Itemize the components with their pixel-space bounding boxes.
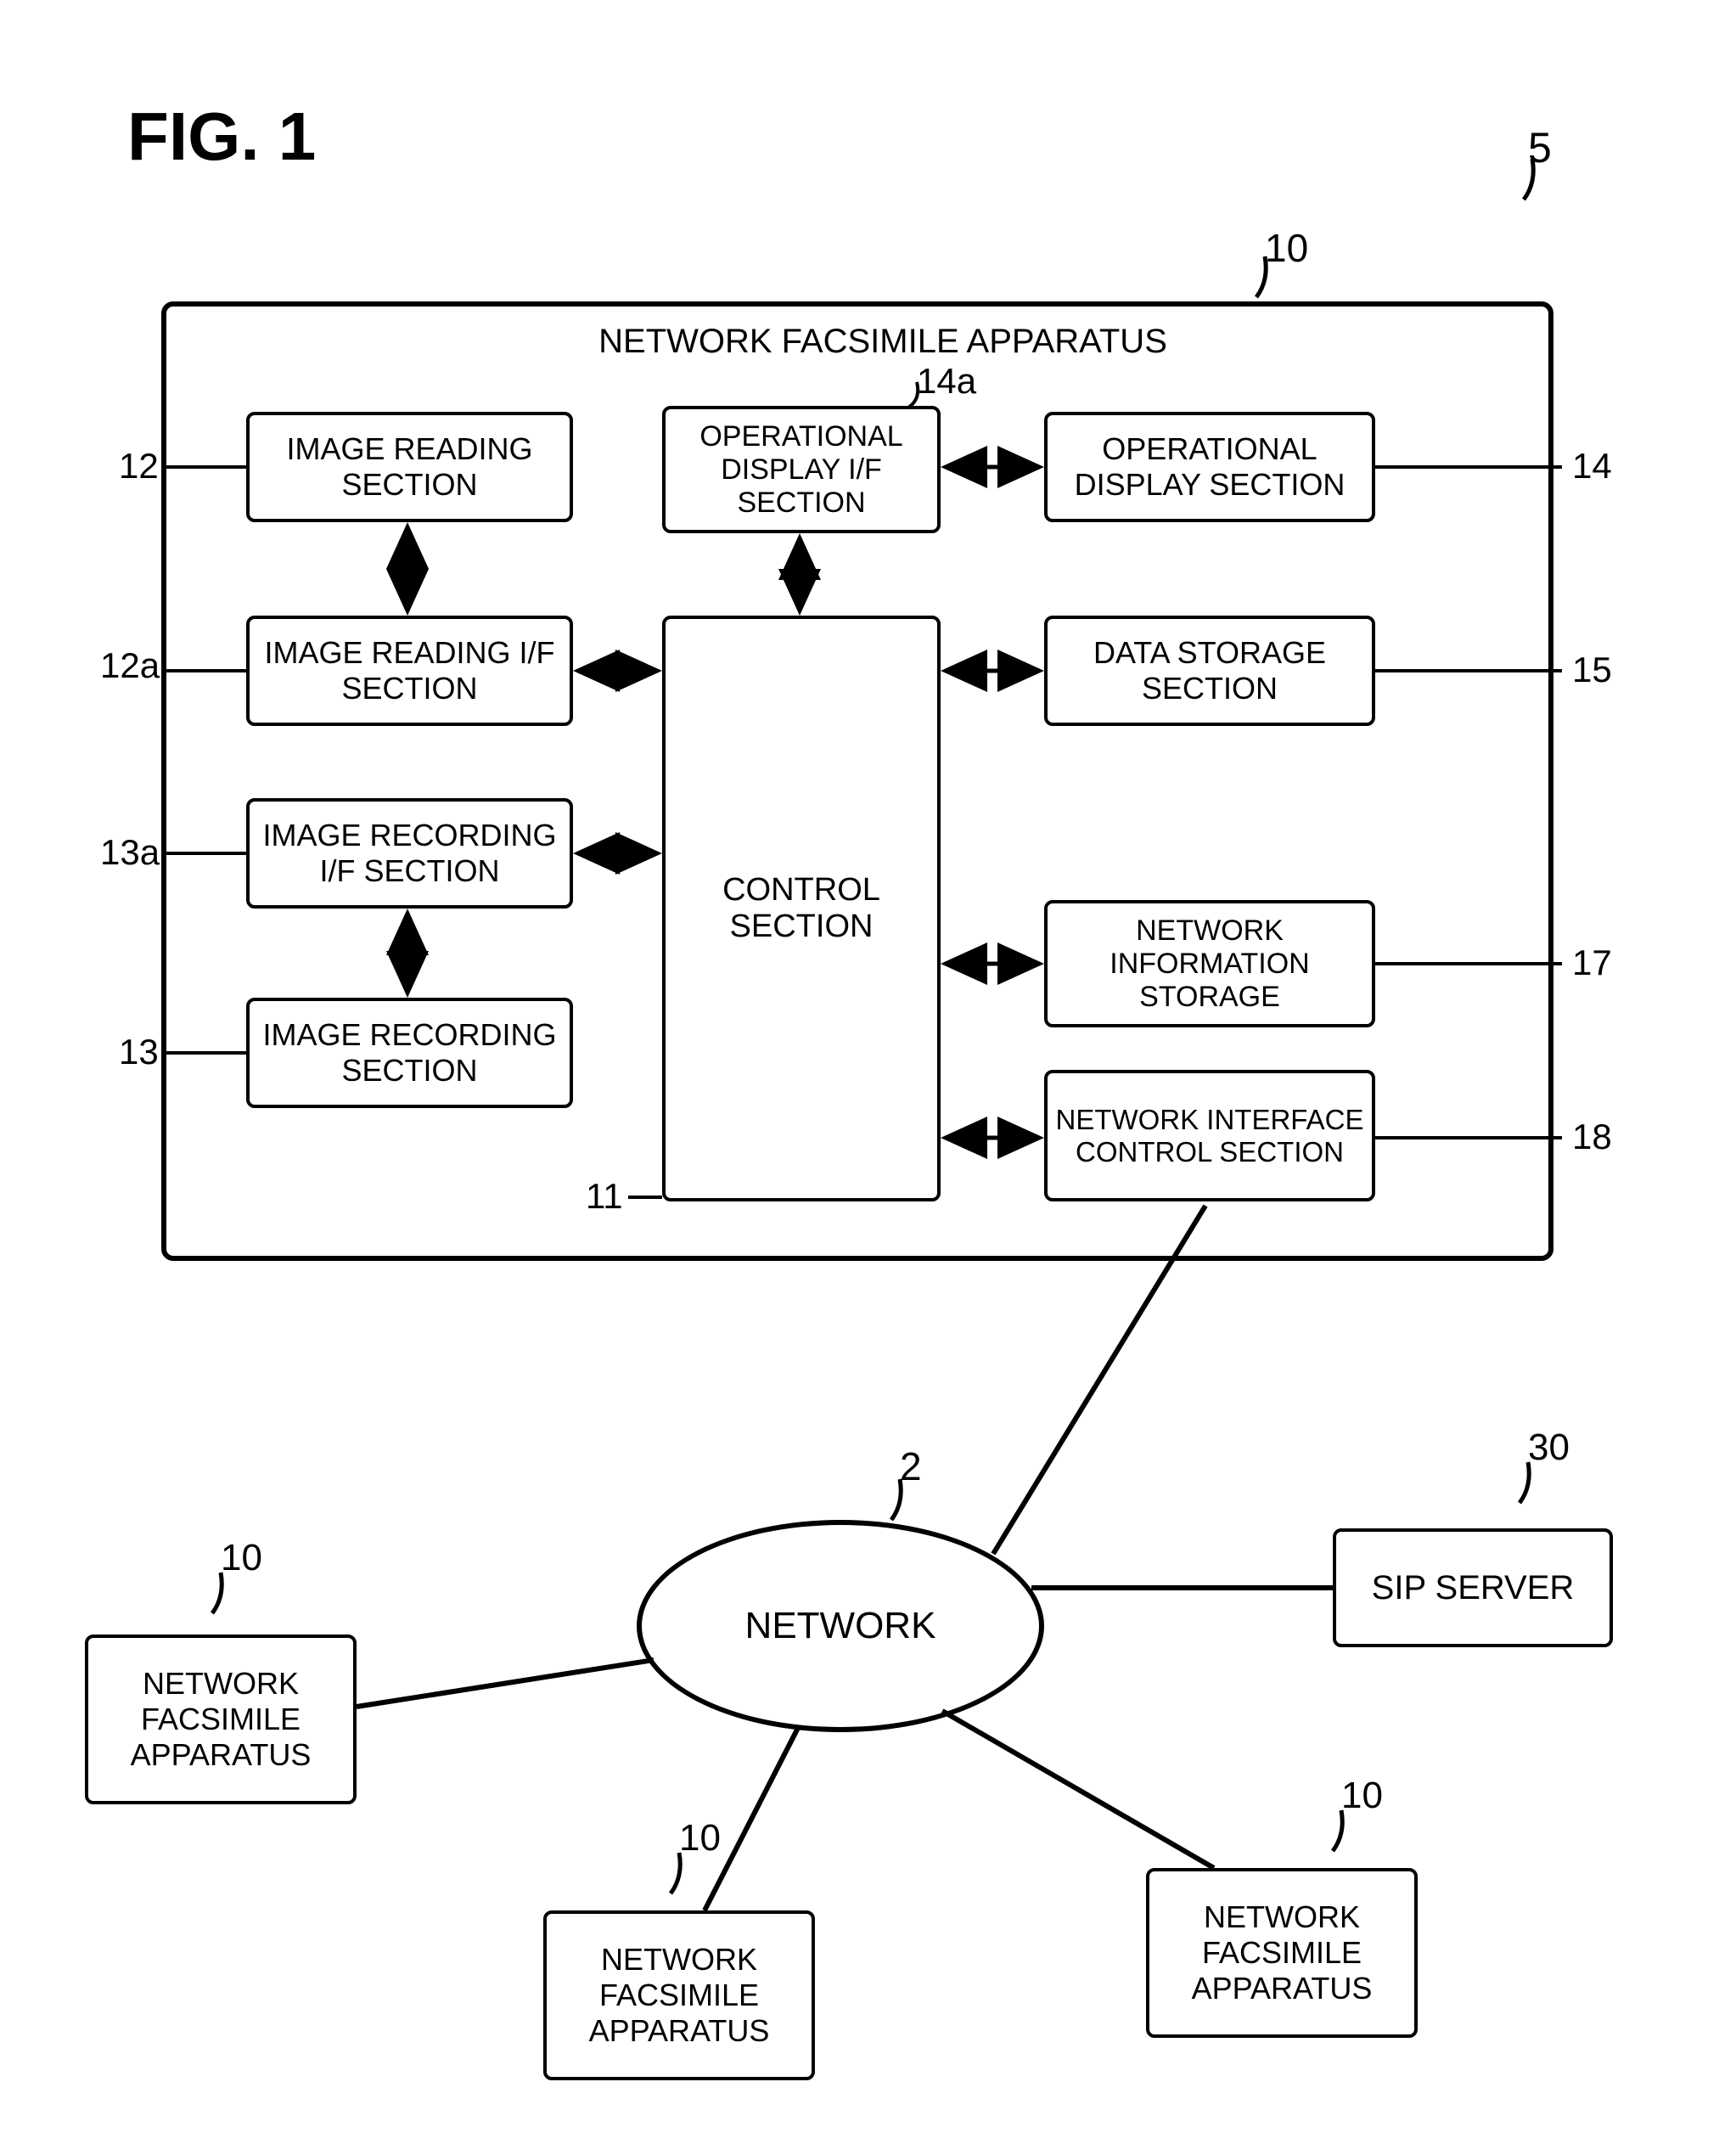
block-nfa-2-label: NETWORK FACSIMILE APPARATUS bbox=[547, 1942, 812, 2049]
apparatus-title: NETWORK FACSIMILE APPARATUS bbox=[577, 323, 1188, 361]
block-image-reading-label: IMAGE READING SECTION bbox=[250, 431, 570, 503]
ref-system: 5 bbox=[1528, 123, 1552, 172]
block-image-recording: IMAGE RECORDING SECTION bbox=[246, 998, 573, 1108]
block-sip-server-label: SIP SERVER bbox=[1372, 1569, 1575, 1607]
block-image-reading: IMAGE READING SECTION bbox=[246, 412, 573, 522]
ref-nfa-1: 10 bbox=[221, 1537, 262, 1579]
ref-image-recording-if: 13a bbox=[100, 832, 160, 873]
ref-net-info: 17 bbox=[1572, 942, 1612, 983]
block-control: CONTROL SECTION bbox=[662, 616, 941, 1201]
ref-image-reading: 12 bbox=[119, 446, 159, 487]
ref-image-recording: 13 bbox=[119, 1032, 159, 1072]
block-image-recording-if: IMAGE RECORDING I/F SECTION bbox=[246, 798, 573, 909]
block-data-storage: DATA STORAGE SECTION bbox=[1044, 616, 1375, 726]
block-net-if-ctrl-label: NETWORK INTERFACE CONTROL SECTION bbox=[1048, 1104, 1372, 1168]
ref-op-display-if: 14a bbox=[917, 361, 976, 402]
block-op-display-if-label: OPERATIONAL DISPLAY I/F SECTION bbox=[666, 420, 937, 520]
block-control-label: CONTROL SECTION bbox=[666, 872, 937, 945]
ref-data-storage: 15 bbox=[1572, 650, 1612, 690]
ref-sip: 30 bbox=[1528, 1426, 1570, 1469]
network-label: NETWORK bbox=[745, 1605, 936, 1647]
block-image-recording-if-label: IMAGE RECORDING I/F SECTION bbox=[250, 818, 570, 889]
ref-nfa-2: 10 bbox=[679, 1817, 721, 1860]
block-op-display: OPERATIONAL DISPLAY SECTION bbox=[1044, 412, 1375, 522]
figure-title: FIG. 1 bbox=[127, 98, 316, 176]
diagram-canvas: FIG. 1 5 10 NETWORK FACSIMILE APPARATUS … bbox=[0, 0, 1736, 2155]
block-nfa-1-label: NETWORK FACSIMILE APPARATUS bbox=[88, 1666, 353, 1773]
block-op-display-label: OPERATIONAL DISPLAY SECTION bbox=[1048, 431, 1372, 503]
block-image-reading-if: IMAGE READING I/F SECTION bbox=[246, 616, 573, 726]
ref-op-display: 14 bbox=[1572, 446, 1612, 487]
ref-network: 2 bbox=[900, 1443, 922, 1489]
block-sip-server: SIP SERVER bbox=[1333, 1528, 1613, 1647]
block-op-display-if: OPERATIONAL DISPLAY I/F SECTION bbox=[662, 406, 941, 533]
block-net-info-label: NETWORK INFORMATION STORAGE bbox=[1048, 914, 1372, 1014]
block-nfa-1: NETWORK FACSIMILE APPARATUS bbox=[85, 1635, 357, 1804]
block-nfa-3-label: NETWORK FACSIMILE APPARATUS bbox=[1149, 1899, 1414, 2006]
ref-control: 11 bbox=[586, 1176, 623, 1217]
network-node: NETWORK bbox=[637, 1520, 1044, 1732]
ref-image-reading-if: 12a bbox=[100, 645, 160, 686]
block-nfa-3: NETWORK FACSIMILE APPARATUS bbox=[1146, 1868, 1418, 2038]
block-net-if-ctrl: NETWORK INTERFACE CONTROL SECTION bbox=[1044, 1070, 1375, 1201]
block-data-storage-label: DATA STORAGE SECTION bbox=[1048, 635, 1372, 706]
ref-apparatus: 10 bbox=[1265, 225, 1308, 271]
block-image-recording-label: IMAGE RECORDING SECTION bbox=[250, 1017, 570, 1089]
ref-net-if-ctrl: 18 bbox=[1572, 1117, 1612, 1157]
ref-nfa-3: 10 bbox=[1341, 1775, 1383, 1817]
block-nfa-2: NETWORK FACSIMILE APPARATUS bbox=[543, 1910, 815, 2080]
block-net-info: NETWORK INFORMATION STORAGE bbox=[1044, 900, 1375, 1027]
block-image-reading-if-label: IMAGE READING I/F SECTION bbox=[250, 635, 570, 706]
